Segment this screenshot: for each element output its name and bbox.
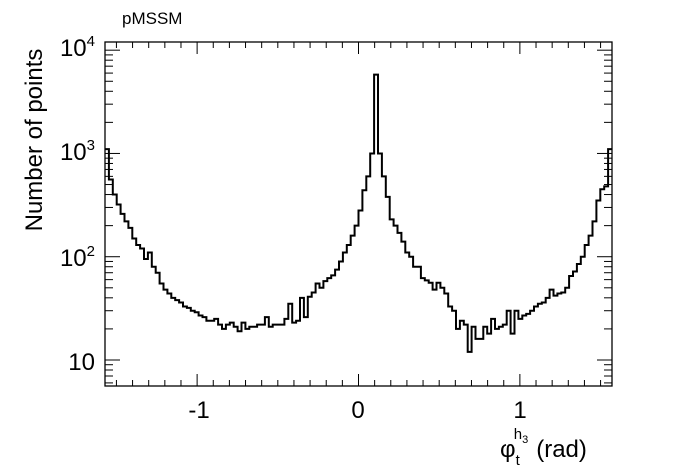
axis-ticks — [105, 42, 612, 386]
y-axis-label: Number of points — [21, 49, 48, 232]
y-tick-label-1000: 103 — [60, 137, 95, 166]
histogram-series-line — [105, 73, 612, 353]
y-tick-label-10000: 104 — [60, 33, 95, 62]
x-tick-label-zero: 0 — [351, 397, 364, 424]
chart-title: pMSSM — [122, 9, 182, 28]
x-axis-label: φth3 (rad) — [500, 426, 587, 469]
x-tick-label-neg1: -1 — [188, 397, 209, 424]
x-tick-label-pos1: 1 — [513, 397, 526, 424]
y-tick-label-10: 10 — [68, 349, 95, 376]
y-tick-label-100: 102 — [60, 243, 95, 272]
